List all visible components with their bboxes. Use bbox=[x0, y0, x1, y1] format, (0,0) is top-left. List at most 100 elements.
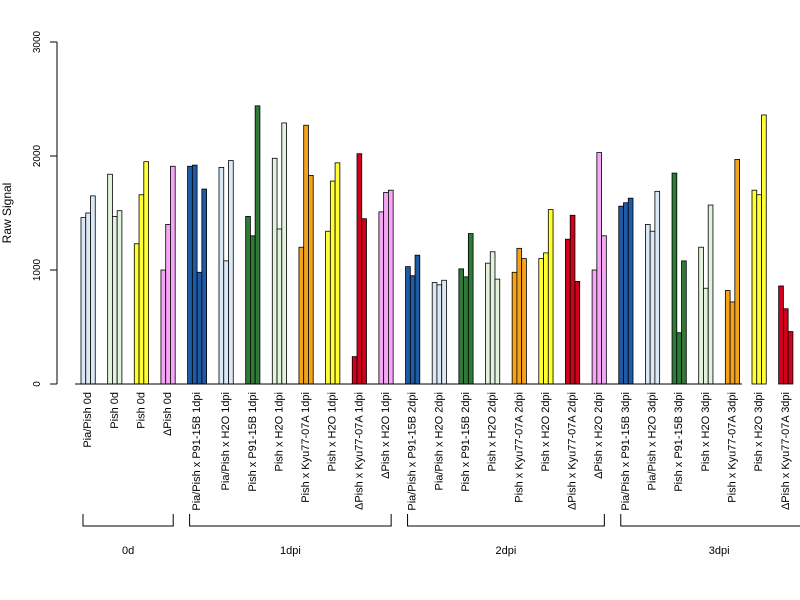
bar bbox=[165, 223, 171, 385]
bar bbox=[409, 275, 416, 385]
x-tick-label: ΔPish x H2O 1dpi bbox=[380, 392, 392, 479]
x-tick-label: Pish 0d bbox=[135, 392, 147, 429]
bar bbox=[516, 247, 523, 385]
x-tick-label: Pia/Pish x H2O 2dpi bbox=[433, 392, 445, 490]
bar bbox=[378, 211, 385, 385]
bar bbox=[649, 230, 656, 385]
bar bbox=[351, 356, 358, 385]
bar bbox=[431, 282, 438, 385]
bar bbox=[596, 152, 602, 385]
bar bbox=[329, 180, 336, 385]
bar bbox=[271, 157, 278, 385]
x-tick-label: Pia/Pish x H2O 1dpi bbox=[220, 392, 232, 490]
bar bbox=[387, 189, 394, 385]
bar bbox=[601, 235, 607, 385]
bars bbox=[80, 105, 794, 385]
y-axis-label: Raw Signal bbox=[0, 183, 14, 244]
x-tick-label: Pish 0d bbox=[109, 392, 121, 429]
bar bbox=[414, 254, 421, 385]
bar bbox=[565, 238, 571, 385]
x-tick-label: Pish x H2O 1dpi bbox=[327, 392, 339, 471]
bar bbox=[485, 262, 491, 385]
bar bbox=[383, 192, 389, 385]
bar bbox=[489, 251, 496, 385]
bar bbox=[654, 190, 661, 385]
bar bbox=[734, 159, 740, 385]
x-tick-label: Pia/Pish x P91-15B 3dpi bbox=[620, 392, 632, 511]
bar bbox=[645, 223, 651, 385]
group-bracket bbox=[82, 514, 174, 527]
bar bbox=[698, 246, 704, 385]
x-tick-label: Pish x P91-15B 3dpi bbox=[673, 392, 685, 492]
x-tick-label: Pish x H2O 2dpi bbox=[540, 392, 552, 471]
bar bbox=[756, 194, 762, 385]
x-tick-label: Pia/Pish x H2O 3dpi bbox=[647, 392, 659, 490]
bar bbox=[201, 188, 208, 385]
y-axis: 0 1000 2000 3000 bbox=[32, 30, 58, 387]
bar bbox=[245, 216, 251, 385]
bar bbox=[138, 194, 145, 385]
bar bbox=[436, 284, 443, 385]
bar bbox=[405, 266, 411, 385]
bar bbox=[778, 285, 784, 385]
group-bracket bbox=[189, 514, 392, 527]
x-tick-label: Pia/Pish 0d bbox=[82, 392, 94, 448]
bar bbox=[90, 195, 96, 385]
bar bbox=[303, 124, 309, 385]
bar bbox=[783, 308, 789, 385]
x-tick-labels: Pia/Pish 0d Pish 0d Pish 0d ΔPish 0d Pia/Pis… bbox=[82, 392, 792, 511]
bar bbox=[218, 166, 225, 385]
y-tick-label: 3000 bbox=[32, 30, 43, 53]
group-bracket bbox=[620, 514, 800, 527]
bar bbox=[112, 216, 118, 385]
bar bbox=[623, 202, 629, 385]
bar bbox=[170, 165, 176, 385]
bar bbox=[569, 214, 576, 385]
group-label: 2dpi bbox=[496, 545, 517, 557]
bar bbox=[281, 122, 287, 385]
group-brackets: 0d1dpi2dpi3dpi5dpi bbox=[82, 514, 800, 557]
bar bbox=[107, 173, 113, 385]
group-label: 3dpi bbox=[709, 545, 730, 557]
bar bbox=[249, 235, 256, 385]
bar bbox=[703, 287, 709, 385]
bar bbox=[334, 162, 341, 385]
bar bbox=[707, 204, 714, 385]
bar bbox=[133, 243, 140, 385]
bar bbox=[458, 268, 465, 385]
bar bbox=[254, 105, 261, 385]
bar bbox=[143, 161, 149, 385]
bar bbox=[494, 278, 501, 385]
bar bbox=[463, 276, 469, 385]
bar bbox=[618, 205, 624, 385]
bar bbox=[223, 260, 229, 385]
group-label: 1dpi bbox=[280, 545, 301, 557]
bar bbox=[787, 331, 794, 385]
x-tick-label: Pish x H2O 2dpi bbox=[487, 392, 499, 471]
y-tick-label: 0 bbox=[32, 381, 43, 387]
bar bbox=[751, 189, 758, 385]
bar bbox=[228, 160, 234, 385]
y-tick-label: 2000 bbox=[32, 144, 43, 167]
x-tick-label: ΔPish x Kyu77-07A 2dpi bbox=[567, 392, 579, 510]
bar bbox=[729, 301, 736, 385]
bar bbox=[467, 233, 474, 385]
bar bbox=[191, 164, 198, 385]
bar bbox=[441, 279, 447, 385]
x-tick-label: Pish x Kyu77-07A 1dpi bbox=[300, 392, 312, 503]
bar bbox=[196, 271, 203, 385]
bar bbox=[80, 217, 87, 385]
bar bbox=[308, 174, 314, 385]
x-tick-label: Pia/Pish x P91-15B 2dpi bbox=[407, 392, 419, 511]
x-tick-label: Pia/Pish x P91-15B 1dpi bbox=[191, 392, 203, 511]
bar bbox=[361, 218, 367, 385]
x-tick-label: ΔPish x Kyu77-07A 1dpi bbox=[353, 392, 365, 510]
bar bbox=[298, 246, 305, 385]
bar bbox=[574, 280, 581, 385]
bar bbox=[591, 269, 598, 385]
y-tick-label: 1000 bbox=[32, 258, 43, 281]
x-tick-label: ΔPish x Kyu77-07A 3dpi bbox=[780, 392, 792, 510]
bar bbox=[85, 212, 91, 385]
x-tick-label: ΔPish x H2O 2dpi bbox=[593, 392, 605, 479]
